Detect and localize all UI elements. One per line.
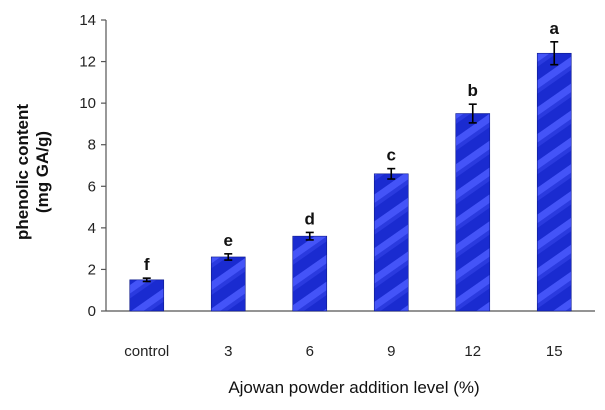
- error-bar: [550, 41, 559, 66]
- x-tick-label: 12: [464, 343, 481, 360]
- y-tick-label: 10: [79, 95, 96, 112]
- y-tick-label: 4: [88, 220, 96, 237]
- significance-letter: c: [387, 146, 396, 165]
- significance-letter: b: [468, 81, 478, 100]
- significance-letter: e: [224, 231, 233, 250]
- x-axis-title: Ajowan powder addition level (%): [228, 378, 479, 397]
- error-bar: [468, 103, 477, 124]
- y-tick-label: 8: [88, 137, 96, 154]
- bar: [129, 279, 165, 312]
- y-axis-title-line2: (mg GA/g): [33, 131, 52, 213]
- axes: [105, 20, 595, 312]
- x-tick-label: 3: [224, 343, 232, 360]
- y-tick-label: 6: [88, 178, 96, 195]
- y-ticks: 0 2 4 6 8 10 12 14: [79, 12, 106, 320]
- bars: [129, 52, 572, 312]
- y-tick-label: 12: [79, 54, 96, 71]
- bar: [536, 52, 572, 312]
- significance-letter: f: [144, 255, 150, 274]
- error-bar: [387, 167, 396, 180]
- significance-letter: d: [305, 209, 315, 228]
- x-tick-label: 15: [546, 343, 563, 360]
- error-bar: [142, 277, 151, 283]
- significance-letter: a: [550, 19, 560, 38]
- x-tick-label: 6: [306, 343, 314, 360]
- y-tick-label: 14: [79, 12, 96, 29]
- significance-letters: f e d c b a: [144, 19, 560, 274]
- bar: [455, 113, 491, 312]
- bar: [210, 256, 246, 312]
- error-bar: [305, 231, 314, 241]
- x-ticks: control 3 6 9 12 15: [124, 343, 562, 360]
- y-axis-title-line1: phenolic content: [13, 104, 32, 240]
- y-tick-label: 0: [88, 303, 96, 320]
- bar: [373, 173, 409, 312]
- x-tick-label: 9: [387, 343, 395, 360]
- error-bar: [224, 253, 233, 261]
- y-tick-label: 2: [88, 261, 96, 278]
- x-tick-label: control: [124, 343, 169, 360]
- error-bars: [142, 41, 559, 283]
- bar: [292, 235, 328, 312]
- y-axis-title: phenolic content (mg GA/g): [13, 104, 52, 240]
